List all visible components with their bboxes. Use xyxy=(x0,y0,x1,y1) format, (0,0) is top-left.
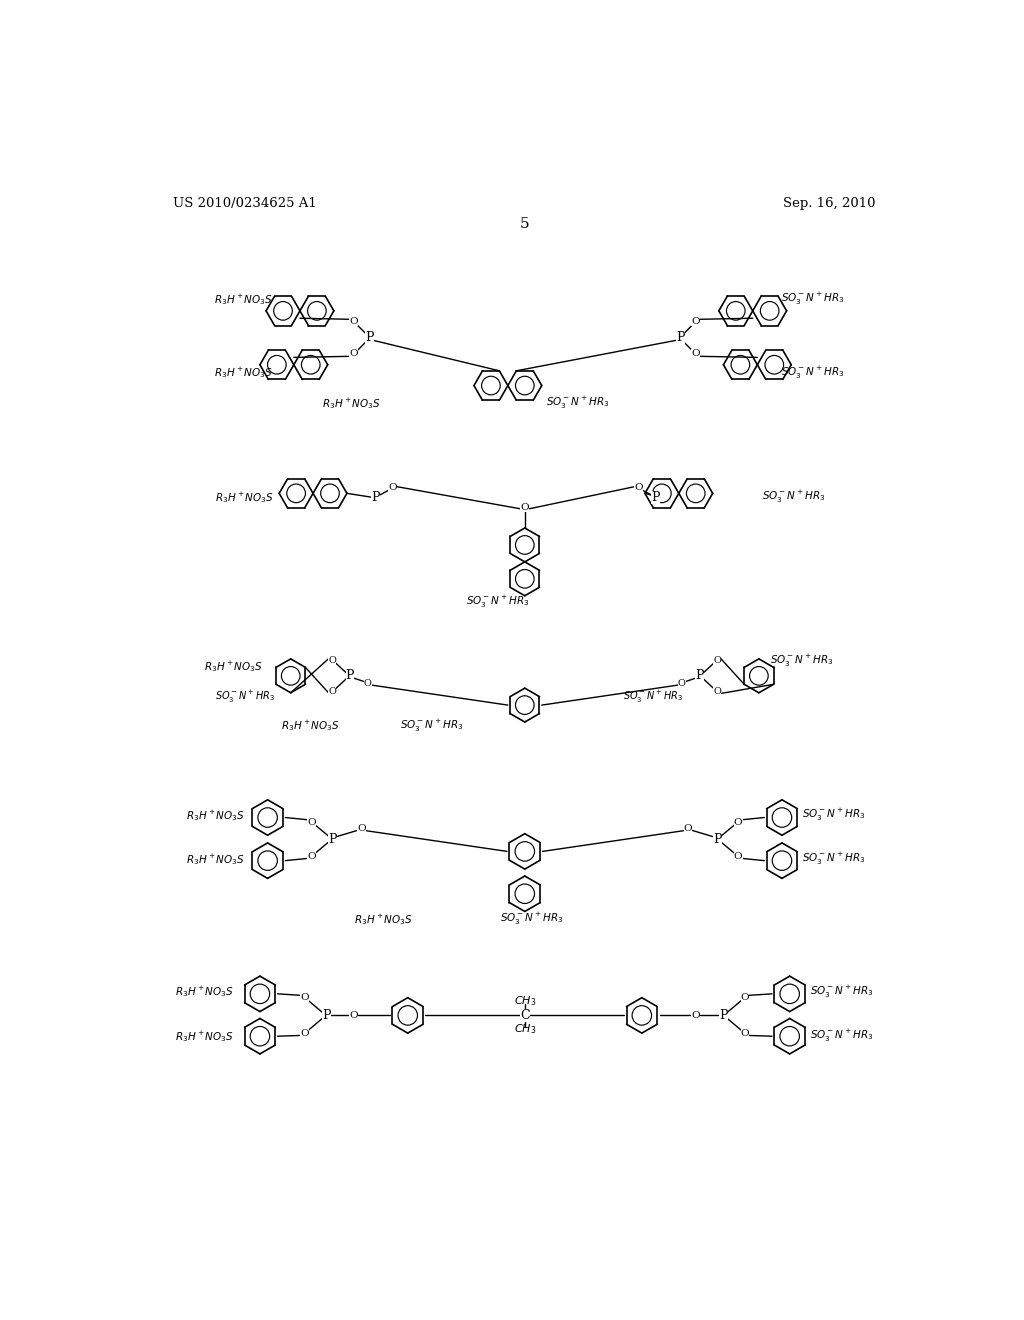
Text: $R_3H^+NO_3S$: $R_3H^+NO_3S$ xyxy=(204,659,263,675)
Text: O: O xyxy=(329,656,336,665)
Text: $R_3H^+NO_3S$: $R_3H^+NO_3S$ xyxy=(214,292,272,306)
Text: $SO_3^-N^+HR_3$: $SO_3^-N^+HR_3$ xyxy=(547,395,610,412)
Text: P: P xyxy=(365,331,374,345)
Text: $SO_3^-N^+HR_3$: $SO_3^-N^+HR_3$ xyxy=(500,911,564,927)
Text: $R_3H^+NO_3S$: $R_3H^+NO_3S$ xyxy=(186,851,245,866)
Text: O: O xyxy=(635,483,643,492)
Text: $SO_3^-N^+HR_3$: $SO_3^-N^+HR_3$ xyxy=(624,689,683,705)
Text: $SO_3^-N^+HR_3$: $SO_3^-N^+HR_3$ xyxy=(802,851,865,867)
Text: P: P xyxy=(676,331,685,345)
Text: P: P xyxy=(651,491,659,504)
Text: O: O xyxy=(734,851,742,861)
Text: $SO_3^-N^+HR_3$: $SO_3^-N^+HR_3$ xyxy=(781,364,845,380)
Text: $CH_3$: $CH_3$ xyxy=(514,995,536,1008)
Text: $SO_3^-N^+HR_3$: $SO_3^-N^+HR_3$ xyxy=(781,292,845,308)
Text: P: P xyxy=(695,669,703,682)
Text: C: C xyxy=(520,1008,529,1022)
Text: P: P xyxy=(719,1008,728,1022)
Text: O: O xyxy=(684,824,692,833)
Text: O: O xyxy=(300,993,309,1002)
Text: $SO_3^-N^+HR_3$: $SO_3^-N^+HR_3$ xyxy=(770,653,834,669)
Text: O: O xyxy=(740,1028,750,1038)
Text: O: O xyxy=(691,350,700,359)
Text: O: O xyxy=(329,686,336,696)
Text: O: O xyxy=(357,824,366,833)
Text: O: O xyxy=(388,483,396,492)
Text: O: O xyxy=(307,817,315,826)
Text: O: O xyxy=(678,678,686,688)
Text: $R_3H^+NO_3S$: $R_3H^+NO_3S$ xyxy=(175,985,234,999)
Text: O: O xyxy=(300,1028,309,1038)
Text: O: O xyxy=(691,1011,700,1020)
Text: $R_3H^+NO_3S$: $R_3H^+NO_3S$ xyxy=(215,490,274,504)
Text: O: O xyxy=(349,1011,358,1020)
Text: O: O xyxy=(740,993,750,1002)
Text: $SO_3^-N^+HR_3$: $SO_3^-N^+HR_3$ xyxy=(810,1028,873,1044)
Text: US 2010/0234625 A1: US 2010/0234625 A1 xyxy=(173,197,316,210)
Text: $R_3H^+NO_3S$: $R_3H^+NO_3S$ xyxy=(322,396,381,411)
Text: $R_3H^+NO_3S$: $R_3H^+NO_3S$ xyxy=(281,718,340,734)
Text: P: P xyxy=(713,833,722,846)
Text: $SO_3^-N^+HR_3$: $SO_3^-N^+HR_3$ xyxy=(802,807,865,824)
Text: $SO_3^-N^+HR_3$: $SO_3^-N^+HR_3$ xyxy=(810,983,873,999)
Text: $R_3H^+NO_3S$: $R_3H^+NO_3S$ xyxy=(175,1028,234,1044)
Text: 5: 5 xyxy=(520,216,529,231)
Text: $R_3H^+NO_3S$: $R_3H^+NO_3S$ xyxy=(214,366,272,380)
Text: $CH_3$: $CH_3$ xyxy=(514,1023,536,1036)
Text: O: O xyxy=(520,503,529,512)
Text: O: O xyxy=(734,817,742,826)
Text: P: P xyxy=(328,833,337,846)
Text: Sep. 16, 2010: Sep. 16, 2010 xyxy=(783,197,876,210)
Text: $R_3H^+NO_3S$: $R_3H^+NO_3S$ xyxy=(354,912,413,927)
Text: O: O xyxy=(364,678,372,688)
Text: O: O xyxy=(691,317,700,326)
Text: $R_3H^+NO_3S$: $R_3H^+NO_3S$ xyxy=(186,808,245,822)
Text: $SO_3^-N^+HR_3$: $SO_3^-N^+HR_3$ xyxy=(466,594,529,610)
Text: $SO_3^-N^+HR_3$: $SO_3^-N^+HR_3$ xyxy=(215,689,275,705)
Text: O: O xyxy=(714,686,721,696)
Text: P: P xyxy=(346,669,354,682)
Text: P: P xyxy=(322,1008,331,1022)
Text: O: O xyxy=(349,350,358,359)
Text: $SO_3^-N^+HR_3$: $SO_3^-N^+HR_3$ xyxy=(400,718,464,734)
Text: $SO_3^-N^+HR_3$: $SO_3^-N^+HR_3$ xyxy=(762,490,825,506)
Text: O: O xyxy=(349,317,358,326)
Text: O: O xyxy=(307,851,315,861)
Text: P: P xyxy=(371,491,380,504)
Text: O: O xyxy=(714,656,721,665)
